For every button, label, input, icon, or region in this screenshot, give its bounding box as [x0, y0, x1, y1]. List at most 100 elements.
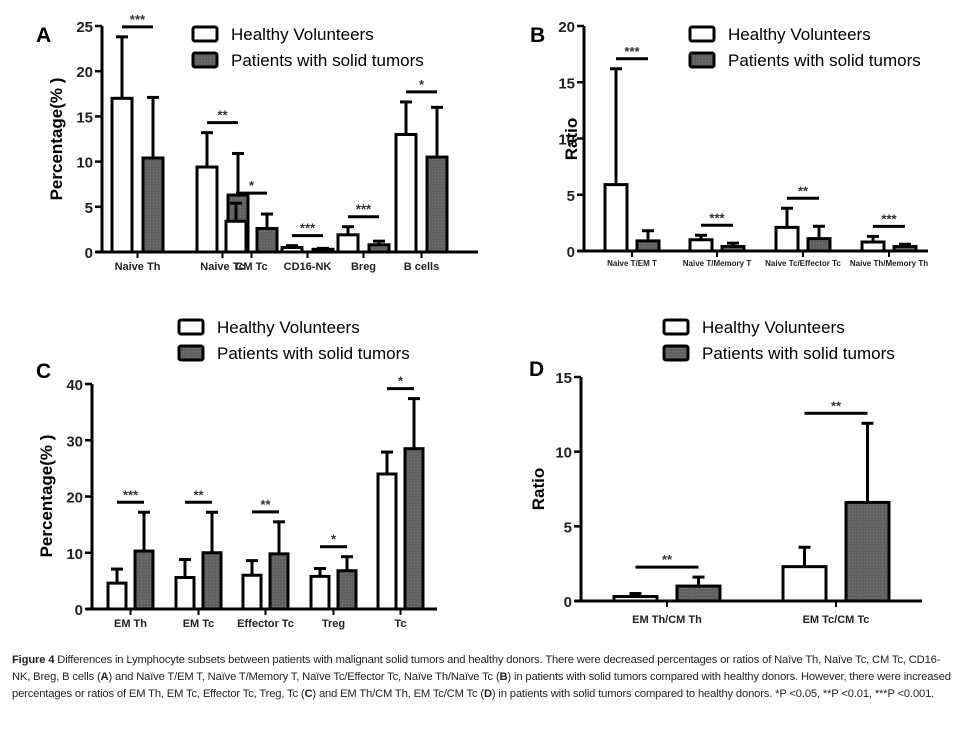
significance-label: ** [798, 183, 809, 198]
legend: Healthy Volunteers Patients with solid tu… [688, 25, 921, 70]
bar-healthy [394, 132, 418, 254]
caption-text: ) and EM Th/CM Th, EM Tc/CM Tc ( [312, 688, 484, 700]
y-tick-label: 5 [85, 200, 93, 217]
bar-healthy [612, 595, 659, 603]
significance-label: *** [881, 211, 897, 226]
bar-patients [844, 500, 891, 603]
significance-label: ** [662, 552, 673, 567]
bar-healthy [781, 565, 828, 603]
chart-panel-d: D 0 5 10 15 Ratio EM Th/CM Th ** EM Tc/CM Tc ** He… [529, 318, 922, 626]
panel-letter: A [36, 24, 51, 47]
y-axis-label: Ratio [529, 468, 548, 511]
legend-label-patients: Patients with solid tumors [728, 51, 921, 70]
significance-label: * [331, 532, 337, 547]
x-tick-label: EM Th [114, 618, 147, 630]
x-tick-label: CD16-NK [284, 261, 332, 273]
legend-swatch-healthy [688, 25, 716, 43]
y-tick-label: 40 [66, 377, 83, 394]
y-tick-label: 20 [76, 64, 93, 81]
bar-patients [806, 237, 832, 253]
y-tick-label: 15 [558, 75, 575, 92]
significance-label: * [398, 374, 404, 389]
x-tick-label: EM Tc/CM Tc [803, 614, 870, 626]
y-tick-label: 5 [564, 519, 572, 536]
x-tick-label: EM Th/CM Th [632, 614, 702, 626]
legend-swatch-healthy [177, 318, 205, 336]
x-tick-label: Effector Tc [237, 618, 294, 630]
x-tick-label: Tc [394, 618, 406, 630]
x-tick-label: CM Tc [235, 261, 267, 273]
bar-patients [425, 155, 449, 254]
y-axis-label: Percentage(% ) [47, 78, 66, 201]
significance-label: * [419, 77, 425, 92]
bar-healthy [376, 472, 398, 611]
bar-patients [635, 239, 661, 253]
bar-patients [403, 447, 425, 611]
bar-healthy [174, 576, 196, 611]
legend-swatch-healthy [662, 318, 690, 336]
caption-text: ) in patients with solid tumors compared… [12, 671, 951, 700]
significance-label: *** [123, 487, 139, 502]
y-tick-label: 10 [76, 155, 93, 172]
caption-text: Differences in Lymphocyte subsets betwee… [12, 654, 941, 683]
bar-patients [141, 156, 165, 254]
legend-label-healthy: Healthy Volunteers [702, 318, 845, 337]
figure-caption: Figure 4 Differences in Lymphocyte subse… [12, 652, 956, 703]
legend: Healthy Volunteers Patients with solid tu… [191, 25, 424, 70]
x-tick-label: Naive Th/Memory Th [850, 259, 928, 268]
caption-text: ) in patients with solid tumors compared… [491, 688, 935, 700]
legend-swatch-healthy [191, 25, 219, 43]
x-tick-label: Naive Tc [200, 261, 244, 273]
x-tick-label: Naive T/Memory T [683, 259, 752, 268]
significance-label: ** [193, 487, 204, 502]
y-tick-label: 15 [76, 109, 93, 126]
panel-letter: B [530, 24, 545, 47]
y-axis-label: Percentage(% ) [37, 435, 56, 558]
legend-swatch-patients [191, 51, 219, 69]
significance-label: *** [356, 202, 372, 217]
y-tick-label: 0 [564, 594, 572, 611]
significance-label: ** [217, 108, 228, 123]
significance-label: *** [624, 44, 640, 59]
x-tick-label: Naive Th [115, 261, 161, 273]
y-tick-label: 0 [85, 245, 93, 262]
bar-healthy [774, 225, 800, 253]
y-tick-label: 20 [558, 19, 575, 36]
legend-label-healthy: Healthy Volunteers [728, 25, 871, 44]
bar-healthy [860, 240, 886, 253]
y-tick-label: 30 [66, 433, 83, 450]
bar-patients [367, 243, 391, 254]
significance-label: ** [831, 398, 842, 413]
x-tick-label: Breg [351, 261, 376, 273]
bar-patients [675, 584, 722, 603]
bar-patients [268, 552, 290, 611]
significance-label: * [249, 178, 255, 193]
panel-letter: C [36, 360, 51, 383]
significance-label: *** [709, 210, 725, 225]
y-tick-label: 10 [558, 132, 575, 149]
caption-ref-d: D [483, 688, 492, 700]
bar-healthy [110, 96, 134, 254]
caption-text: ) and Naïve T/EM T, Naïve T/Memory T, Na… [108, 671, 500, 683]
bar-healthy [280, 245, 304, 254]
y-tick-label: 0 [75, 602, 83, 619]
x-tick-label: Naive Tc/Effector Tc [765, 259, 841, 268]
bar-healthy [241, 573, 263, 611]
significance-label: ** [260, 497, 271, 512]
bar-healthy [603, 183, 629, 253]
caption-label: Figure 4 [12, 654, 55, 666]
bar-patients [336, 569, 358, 611]
bar-patients [720, 245, 746, 253]
legend-label-patients: Patients with solid tumors [231, 51, 424, 70]
bar-healthy [106, 581, 128, 611]
y-tick-label: 20 [66, 490, 83, 507]
x-tick-label: B cells [404, 261, 439, 273]
legend-label-healthy: Healthy Volunteers [217, 318, 360, 337]
y-tick-label: 10 [555, 445, 572, 462]
legend-swatch-patients [177, 344, 205, 362]
caption-ref-c: C [304, 688, 313, 700]
legend: Healthy Volunteers Patients with solid tu… [662, 318, 895, 363]
